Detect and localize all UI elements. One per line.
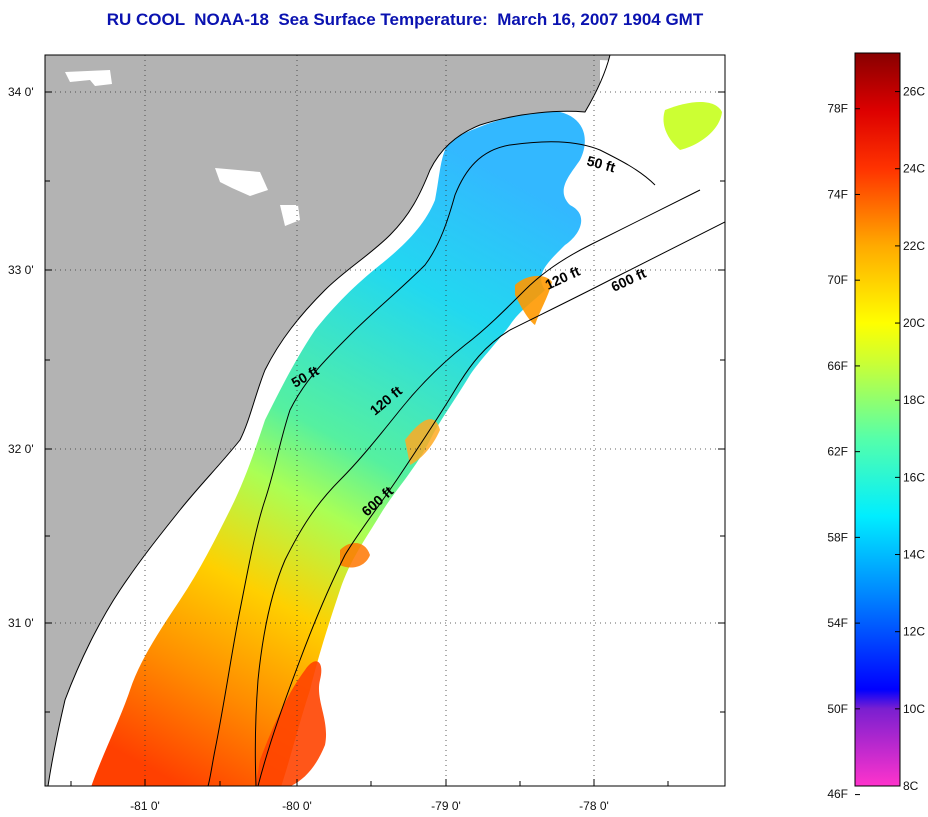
ne-patch xyxy=(663,102,722,150)
land-mass xyxy=(45,55,610,786)
lon-tick-label: -80 0' xyxy=(282,799,312,813)
lat-tick-label: 34 0' xyxy=(8,85,34,99)
lat-tick-label: 33 0' xyxy=(8,263,34,277)
map-title: RU COOL NOAA-18 Sea Surface Temperature:… xyxy=(106,10,704,29)
graticule xyxy=(45,55,725,786)
cloud-patch xyxy=(215,168,268,196)
sst-swath xyxy=(91,111,585,786)
cloud-patch xyxy=(280,205,300,226)
lat-tick-label: 32 0' xyxy=(8,442,34,456)
lon-tick-label: -79 0' xyxy=(431,799,461,813)
map-frame xyxy=(44,54,726,787)
coastline xyxy=(47,55,611,786)
isobath-50ft xyxy=(207,141,656,786)
lat-tick-label: 31 0' xyxy=(8,616,34,630)
warm-patch xyxy=(515,275,552,325)
cloud-patch xyxy=(65,70,112,86)
contour-label: 50 ft xyxy=(585,152,617,175)
isobath-120ft xyxy=(254,189,701,786)
axis-ticks xyxy=(45,91,725,786)
cloud-patch xyxy=(600,60,640,110)
warm-patch xyxy=(340,543,370,568)
lon-tick-label: -78 0' xyxy=(579,799,609,813)
lon-tick-label: -81 0' xyxy=(130,799,160,813)
isobath-600ft xyxy=(257,221,725,786)
warm-patch xyxy=(255,661,326,786)
